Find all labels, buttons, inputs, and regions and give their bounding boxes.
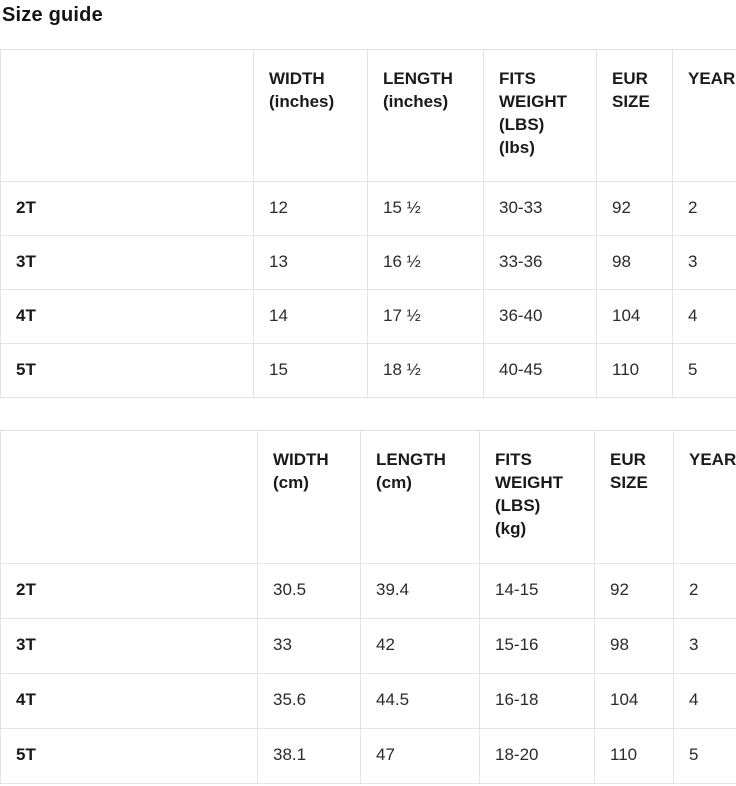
size-cell: 98 [596,235,673,290]
column-header-fits-weight-kg: FITS WEIGHT (LBS) (kg) [479,430,595,564]
size-cell: 33-36 [483,235,597,290]
size-cell: 15 [253,343,368,398]
size-cell: 36-40 [483,289,597,344]
table-row: 5T 15 18 ½ 40-45 110 5 [0,343,736,398]
table-row: 4T 14 17 ½ 36-40 104 4 [0,289,736,344]
size-cell: 98 [594,618,674,674]
size-cell: 12 [253,181,368,236]
size-cell: 30.5 [257,563,361,619]
column-header-year: YEAR [673,430,736,564]
column-header-year: YEAR [672,49,736,182]
size-cell: 47 [360,728,480,784]
header-row: WIDTH (inches) LENGTH (inches) FITS WEIG… [0,49,736,182]
size-cell: 30-33 [483,181,597,236]
size-cell: 40-45 [483,343,597,398]
size-cell: 15 ½ [367,181,484,236]
size-cell: 3 [672,235,736,290]
table-row: 2T 12 15 ½ 30-33 92 2 [0,181,736,236]
size-cell: 13 [253,235,368,290]
size-cell: 35.6 [257,673,361,729]
size-cell: 18 ½ [367,343,484,398]
size-table-cm: WIDTH (cm) LENGTH (cm) FITS WEIGHT (LBS)… [0,430,736,784]
size-cell: 15-16 [479,618,595,674]
row-label: 3T [0,235,254,290]
size-cell: 4 [673,673,736,729]
size-cell: 33 [257,618,361,674]
column-header-eur-size: EUR SIZE [594,430,674,564]
size-cell: 110 [594,728,674,784]
size-cell: 38.1 [257,728,361,784]
size-cell: 104 [594,673,674,729]
size-cell: 92 [594,563,674,619]
table-row: 3T 33 42 15-16 98 3 [0,618,736,674]
column-header-length-cm: LENGTH (cm) [360,430,480,564]
size-cell: 5 [672,343,736,398]
size-table-inches: WIDTH (inches) LENGTH (inches) FITS WEIG… [0,49,736,398]
size-cell: 104 [596,289,673,344]
column-header-width-cm: WIDTH (cm) [257,430,361,564]
table-row: 5T 38.1 47 18-20 110 5 [0,728,736,784]
row-label: 4T [0,289,254,344]
size-cell: 42 [360,618,480,674]
row-label: 4T [0,673,258,729]
row-label: 5T [0,728,258,784]
size-cell: 2 [672,181,736,236]
size-cell: 14-15 [479,563,595,619]
size-cell: 92 [596,181,673,236]
size-cell: 16 ½ [367,235,484,290]
size-cell: 17 ½ [367,289,484,344]
size-cell: 16-18 [479,673,595,729]
size-cell: 4 [672,289,736,344]
row-label: 2T [0,181,254,236]
header-row: WIDTH (cm) LENGTH (cm) FITS WEIGHT (LBS)… [0,430,736,564]
size-cell: 3 [673,618,736,674]
row-label: 3T [0,618,258,674]
size-cell: 39.4 [360,563,480,619]
table-row: 2T 30.5 39.4 14-15 92 2 [0,563,736,619]
table-row: 4T 35.6 44.5 16-18 104 4 [0,673,736,729]
column-header-eur-size: EUR SIZE [596,49,673,182]
page-title: Size guide [2,4,103,26]
column-header-fits-weight-lbs: FITS WEIGHT (LBS) (lbs) [483,49,597,182]
size-cell: 110 [596,343,673,398]
column-header-blank [0,430,258,564]
size-cell: 14 [253,289,368,344]
size-cell: 44.5 [360,673,480,729]
row-label: 5T [0,343,254,398]
column-header-blank [0,49,254,182]
column-header-width-inches: WIDTH (inches) [253,49,368,182]
size-cell: 5 [673,728,736,784]
size-cell: 18-20 [479,728,595,784]
column-header-length-inches: LENGTH (inches) [367,49,484,182]
row-label: 2T [0,563,258,619]
table-row: 3T 13 16 ½ 33-36 98 3 [0,235,736,290]
size-cell: 2 [673,563,736,619]
